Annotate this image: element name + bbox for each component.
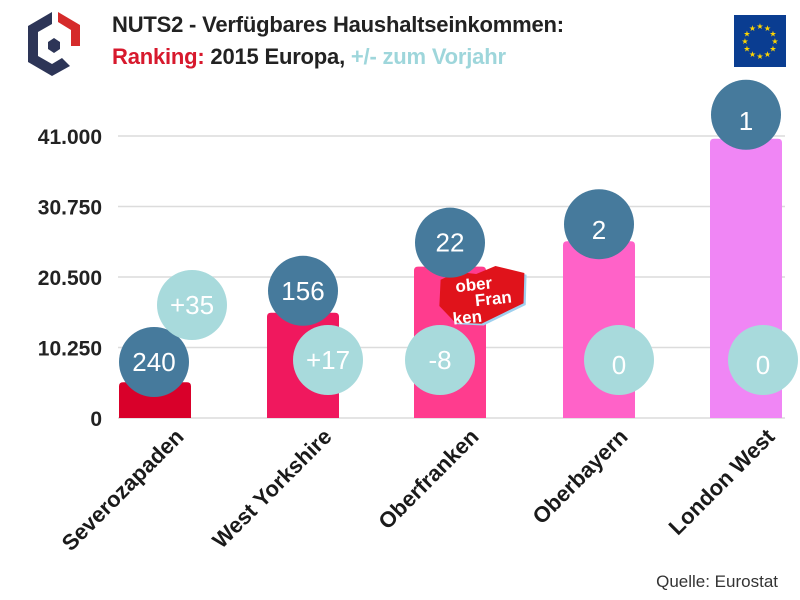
flag-star-icon: ★ xyxy=(756,52,763,61)
y-tick-label: 41.000 xyxy=(38,126,102,149)
flag-star-icon: ★ xyxy=(771,37,778,46)
change-label: +17 xyxy=(306,345,350,375)
rank-bubble: 240 xyxy=(119,327,189,397)
y-tick-label: 30.750 xyxy=(38,197,102,220)
flag-star-icon: ★ xyxy=(769,30,776,39)
change-label: 0 xyxy=(756,350,770,380)
chart-title-line1: NUTS2 - Verfügbares Haushaltseinkommen: xyxy=(112,12,564,37)
rank-label: 156 xyxy=(281,276,324,306)
change-bubble: +17 xyxy=(293,325,363,395)
flag-star-icon: ★ xyxy=(769,45,776,54)
rank-bubble: 1 xyxy=(711,79,781,150)
rank-label: 240 xyxy=(132,347,175,377)
badge-text: ken xyxy=(452,307,483,329)
x-tick-label: Oberbayern xyxy=(528,424,633,529)
flag-star-icon: ★ xyxy=(741,37,748,46)
rank-bubble: 156 xyxy=(268,255,338,326)
rank-label: 1 xyxy=(739,106,753,136)
title-change-legend: +/- zum Vorjahr xyxy=(350,44,506,69)
x-tick-label: London West xyxy=(664,423,780,539)
rank-label: 2 xyxy=(592,215,606,245)
company-logo-icon xyxy=(28,12,80,76)
chart-title-line2: Ranking: 2015 Europa, +/- zum Vorjahr xyxy=(112,44,506,70)
change-bubble: +35 xyxy=(157,270,227,340)
change-bubble: -8 xyxy=(405,325,475,395)
y-tick-label: 10.250 xyxy=(38,338,102,361)
change-bubble: 0 xyxy=(728,325,798,395)
flag-star-icon: ★ xyxy=(743,45,750,54)
y-tick-label: 0 xyxy=(90,408,102,431)
title-ranking: Ranking: xyxy=(112,44,205,69)
change-bubble: 0 xyxy=(584,325,654,395)
change-label: -8 xyxy=(428,345,451,375)
flag-star-icon: ★ xyxy=(764,50,771,59)
flag-star-icon: ★ xyxy=(764,24,771,33)
rank-bubble: 22 xyxy=(415,207,485,278)
change-label: +35 xyxy=(170,290,214,320)
rank-label: 22 xyxy=(436,228,465,258)
flag-star-icon: ★ xyxy=(749,50,756,59)
y-tick-label: 20.500 xyxy=(38,267,102,290)
badge-text: ober xyxy=(454,273,493,296)
change-label: 0 xyxy=(612,350,626,380)
x-tick-label: Oberfranken xyxy=(373,424,483,534)
badge-text: Fran xyxy=(474,287,513,310)
source-note: Quelle: Eurostat xyxy=(656,572,778,591)
flag-star-icon: ★ xyxy=(743,30,750,39)
eu-flag-icon: ★ ★★★★★★★★★★★ xyxy=(734,15,786,67)
flag-star-icon: ★ xyxy=(749,24,756,33)
title-year-region: 2015 Europa, xyxy=(204,44,351,69)
x-tick-label: Severozapaden xyxy=(57,424,189,556)
flag-star-icon: ★ xyxy=(756,22,763,31)
x-tick-label: West Yorkshire xyxy=(207,424,336,553)
rank-bubble: 2 xyxy=(564,189,634,260)
